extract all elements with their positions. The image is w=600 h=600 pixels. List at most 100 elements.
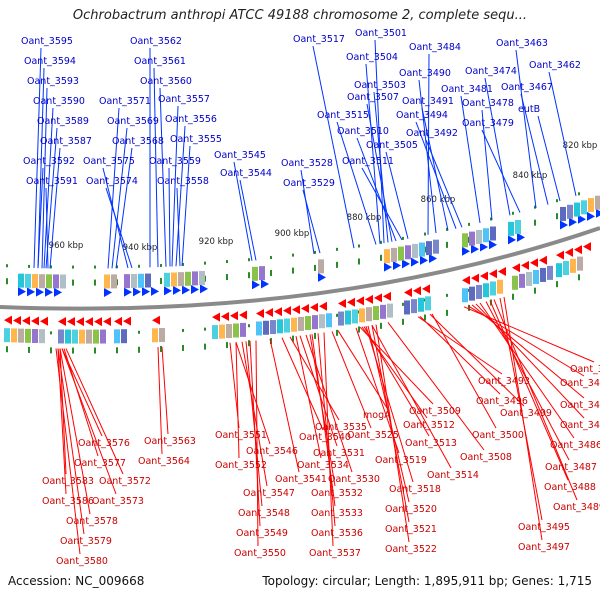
reverse-gene-label[interactable]: Oant_3487 bbox=[545, 462, 597, 473]
reverse-gene-label[interactable]: Oant_3496 bbox=[476, 396, 528, 407]
reverse-gene-label[interactable]: Oant_3540 bbox=[299, 432, 351, 443]
forward-gene-label[interactable]: Oant_3544 bbox=[220, 168, 272, 179]
reverse-gene-label[interactable]: Oant_3513 bbox=[405, 438, 457, 449]
reverse-gene-label[interactable]: Oant_3534 bbox=[297, 460, 349, 471]
reverse-gene-label[interactable]: Oant_3483 bbox=[560, 400, 600, 411]
forward-gene-label[interactable]: Oant_3462 bbox=[529, 60, 581, 71]
forward-gene-label[interactable]: Oant_3517 bbox=[293, 34, 345, 45]
forward-gene-label[interactable]: Oant_3559 bbox=[149, 156, 201, 167]
reverse-gene-label[interactable]: Oant_3551 bbox=[215, 430, 267, 441]
forward-gene-label[interactable]: Oant_3515 bbox=[317, 110, 369, 121]
reverse-gene-label[interactable]: Oant_3521 bbox=[385, 524, 437, 535]
forward-gene-label[interactable]: Oant_3568 bbox=[112, 136, 164, 147]
forward-gene-label[interactable]: Oant_3590 bbox=[33, 96, 85, 107]
forward-gene-label[interactable]: Oant_3481 bbox=[441, 84, 493, 95]
forward-gene-label[interactable]: Oant_3507 bbox=[347, 92, 399, 103]
reverse-gene-label[interactable]: Oant_3530 bbox=[328, 474, 380, 485]
reverse-gene-label[interactable]: Oant_3583 bbox=[42, 476, 94, 487]
forward-gene-label[interactable]: Oant_3484 bbox=[409, 42, 461, 53]
forward-gene-label[interactable]: Oant_3504 bbox=[346, 52, 398, 63]
reverse-gene-label[interactable]: Oant_3520 bbox=[385, 504, 437, 515]
forward-gene-label[interactable]: Oant_3511 bbox=[342, 156, 394, 167]
reverse-gene-label[interactable]: Oant_3535 bbox=[315, 422, 367, 433]
reverse-gene-label[interactable]: Oant_3533 bbox=[311, 508, 363, 519]
reverse-gene-label[interactable]: Oant_3499 bbox=[500, 408, 552, 419]
forward-gene-label[interactable]: Oant_3574 bbox=[86, 176, 138, 187]
reverse-gene-label[interactable]: Oant_3495 bbox=[518, 522, 570, 533]
forward-gene-label[interactable]: Oant_3560 bbox=[140, 76, 192, 87]
reverse-gene-label[interactable]: Oant_3486 bbox=[550, 440, 600, 451]
reverse-gene-label[interactable]: Oant_3541 bbox=[275, 474, 327, 485]
reverse-gene-label[interactable]: Oant_3548 bbox=[238, 508, 290, 519]
reverse-gene-label[interactable]: Oant_3577 bbox=[74, 458, 126, 469]
forward-gene-label[interactable]: Oant_3545 bbox=[214, 150, 266, 161]
reverse-gene-label[interactable]: Oant_3509 bbox=[409, 406, 461, 417]
forward-gene-label[interactable]: Oant_3510 bbox=[337, 126, 389, 137]
reverse-gene-label[interactable]: Oant_3576 bbox=[78, 438, 130, 449]
reverse-gene-label[interactable]: Oant_3485 bbox=[560, 420, 600, 431]
reverse-gene-label[interactable]: Oant_3489 bbox=[553, 502, 600, 513]
reverse-gene-label[interactable]: Oant_3563 bbox=[144, 436, 196, 447]
reverse-gene-label[interactable]: Oant_3480 bbox=[570, 364, 600, 375]
reverse-gene-label[interactable]: Oant_3549 bbox=[236, 528, 288, 539]
reverse-gene-label[interactable]: Oant_3522 bbox=[385, 544, 437, 555]
forward-gene-label[interactable]: eutB bbox=[518, 104, 540, 115]
forward-gene-label[interactable]: Oant_3478 bbox=[462, 98, 514, 109]
forward-gene-label[interactable]: Oant_3503 bbox=[354, 80, 406, 91]
forward-gene-label[interactable]: Oant_3474 bbox=[465, 66, 517, 77]
forward-gene-label[interactable]: Oant_3575 bbox=[83, 156, 135, 167]
forward-gene-label[interactable]: Oant_3491 bbox=[402, 96, 454, 107]
reverse-gene-label[interactable]: Oant_3579 bbox=[60, 536, 112, 547]
reverse-gene-label[interactable]: Oant_3518 bbox=[389, 484, 441, 495]
forward-gene-label[interactable]: Oant_3501 bbox=[355, 28, 407, 39]
forward-gene-label[interactable]: Oant_3594 bbox=[24, 56, 76, 67]
forward-gene-label[interactable]: Oant_3490 bbox=[399, 68, 451, 79]
forward-gene-label[interactable]: Oant_3571 bbox=[99, 96, 151, 107]
forward-gene-label[interactable]: Oant_3562 bbox=[130, 36, 182, 47]
reverse-gene-label[interactable]: Oant_3488 bbox=[544, 482, 596, 493]
forward-gene-label[interactable]: Oant_3529 bbox=[283, 178, 335, 189]
reverse-gene-label[interactable]: Oant_3525 bbox=[347, 430, 399, 441]
forward-gene-label[interactable]: Oant_3595 bbox=[21, 36, 73, 47]
reverse-gene-label[interactable]: Oant_3512 bbox=[403, 420, 455, 431]
forward-gene-label[interactable]: Oant_3494 bbox=[396, 110, 448, 121]
reverse-gene-label[interactable]: Oant_3536 bbox=[311, 528, 363, 539]
reverse-gene-label[interactable]: Oant_3573 bbox=[92, 496, 144, 507]
reverse-gene-label[interactable]: Oant_3564 bbox=[138, 456, 190, 467]
forward-gene-label[interactable]: Oant_3561 bbox=[134, 56, 186, 67]
forward-gene-label[interactable]: Oant_3557 bbox=[158, 94, 210, 105]
forward-gene-label[interactable]: Oant_3555 bbox=[170, 134, 222, 145]
reverse-gene-label[interactable]: Oant_3500 bbox=[472, 430, 524, 441]
forward-gene-label[interactable]: Oant_3558 bbox=[157, 176, 209, 187]
forward-gene-label[interactable]: Oant_3479 bbox=[462, 118, 514, 129]
forward-gene-label[interactable]: Oant_3593 bbox=[27, 76, 79, 87]
forward-gene-label[interactable]: Oant_3463 bbox=[496, 38, 548, 49]
reverse-gene-label[interactable]: Oant_3532 bbox=[311, 488, 363, 499]
forward-gene-label[interactable]: Oant_3569 bbox=[107, 116, 159, 127]
reverse-gene-label[interactable]: Oant_3578 bbox=[66, 516, 118, 527]
forward-gene-label[interactable]: Oant_3556 bbox=[165, 114, 217, 125]
forward-gene-label[interactable]: Oant_3467 bbox=[501, 82, 553, 93]
reverse-gene-label[interactable]: Oant_3586 bbox=[42, 496, 94, 507]
forward-gene-label[interactable]: Oant_3589 bbox=[37, 116, 89, 127]
reverse-gene-label[interactable]: Oant_3493 bbox=[478, 376, 530, 387]
forward-gene-label[interactable]: Oant_3528 bbox=[281, 158, 333, 169]
reverse-gene-label[interactable]: Oant_3519 bbox=[375, 455, 427, 466]
reverse-gene-label[interactable]: mogA bbox=[363, 410, 391, 421]
reverse-gene-label[interactable]: Oant_3537 bbox=[309, 548, 361, 559]
forward-gene-label[interactable]: Oant_3592 bbox=[23, 156, 75, 167]
reverse-gene-label[interactable]: Oant_3482 bbox=[560, 378, 600, 389]
forward-gene-label[interactable]: Oant_3591 bbox=[26, 176, 78, 187]
reverse-gene-label[interactable]: Oant_3547 bbox=[243, 488, 295, 499]
reverse-gene-label[interactable]: Oant_3552 bbox=[215, 460, 267, 471]
reverse-gene-label[interactable]: Oant_3497 bbox=[518, 542, 570, 553]
forward-gene-label[interactable]: Oant_3492 bbox=[406, 128, 458, 139]
reverse-gene-label[interactable]: Oant_3531 bbox=[313, 448, 365, 459]
reverse-gene-label[interactable]: Oant_3508 bbox=[460, 452, 512, 463]
reverse-gene-label[interactable]: Oant_3572 bbox=[99, 476, 151, 487]
reverse-gene-label[interactable]: Oant_3550 bbox=[234, 548, 286, 559]
reverse-gene-label[interactable]: Oant_3580 bbox=[56, 556, 108, 567]
forward-gene-label[interactable]: Oant_3505 bbox=[366, 140, 418, 151]
forward-gene-label[interactable]: Oant_3587 bbox=[40, 136, 92, 147]
reverse-gene-label[interactable]: Oant_3546 bbox=[246, 446, 298, 457]
